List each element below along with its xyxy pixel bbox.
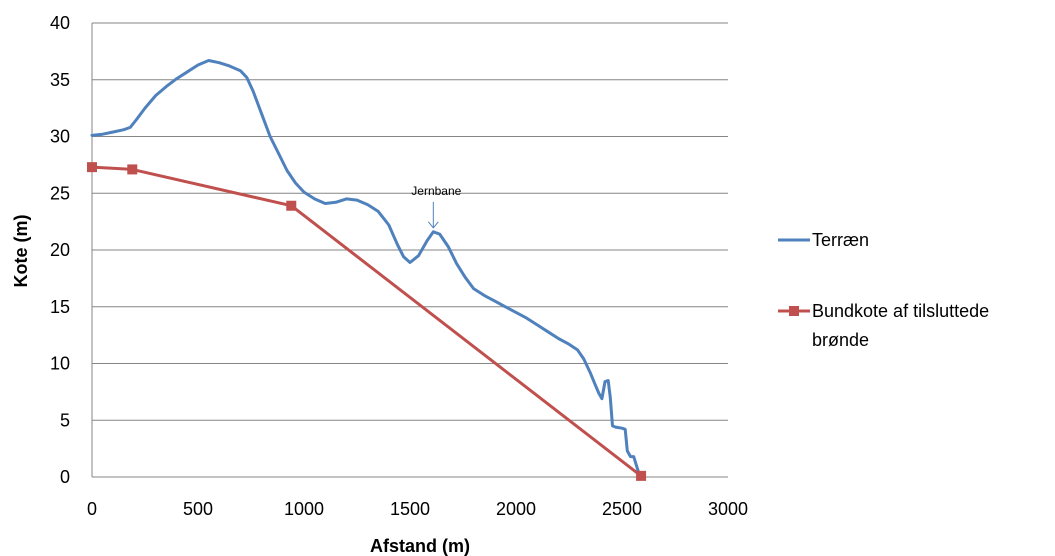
legend-label-wells-line1: Bundkote af tilsluttede: [812, 301, 989, 321]
series-line-wells: [90, 165, 643, 478]
x-tick-label: 1000: [284, 499, 324, 519]
y-tick-label: 5: [60, 410, 70, 430]
y-tick-label: 10: [50, 354, 70, 374]
legend-item-terrain: Terræn: [778, 230, 869, 250]
legend-marker-wells: [789, 306, 799, 316]
y-tick-label: 25: [50, 183, 70, 203]
x-axis-tick-labels: 0 500 1000 1500 2000 2500 3000: [87, 499, 748, 519]
x-axis-title: Afstand (m): [370, 536, 470, 556]
gridlines: [92, 22, 728, 421]
x-tick-label: 2000: [496, 499, 536, 519]
y-tick-label: 20: [50, 240, 70, 260]
x-tick-label: 0: [87, 499, 97, 519]
y-tick-label: 0: [60, 467, 70, 487]
y-tick-label: 30: [50, 127, 70, 147]
y-tick-label: 35: [50, 70, 70, 90]
series-line-terrain: [90, 59, 642, 478]
y-axis-title: Kote (m): [11, 215, 31, 288]
x-tick-label: 1500: [390, 499, 430, 519]
annotation-jernbane: Jernbane: [411, 184, 462, 229]
legend: Terræn Bundkote af tilsluttede brønde: [778, 230, 989, 350]
y-tick-label: 15: [50, 297, 70, 317]
legend-label-terrain: Terræn: [812, 230, 869, 250]
data-point-well: [87, 162, 97, 173]
x-tick-label: 3000: [708, 499, 748, 519]
series-layer: [87, 59, 647, 481]
data-point-well: [286, 200, 297, 211]
annotation-label: Jernbane: [411, 184, 461, 198]
data-point-well: [636, 470, 647, 481]
legend-item-wells: Bundkote af tilsluttede brønde: [778, 301, 989, 350]
y-tick-label: 40: [50, 13, 70, 33]
x-tick-label: 2500: [602, 499, 642, 519]
y-axis-tick-labels: 0 5 10 15 20 25 30 35 40: [50, 13, 70, 487]
legend-label-wells-line2: brønde: [812, 330, 869, 350]
x-tick-label: 500: [183, 499, 213, 519]
data-point-well: [127, 164, 138, 175]
annotation-arrowhead: [427, 221, 439, 229]
